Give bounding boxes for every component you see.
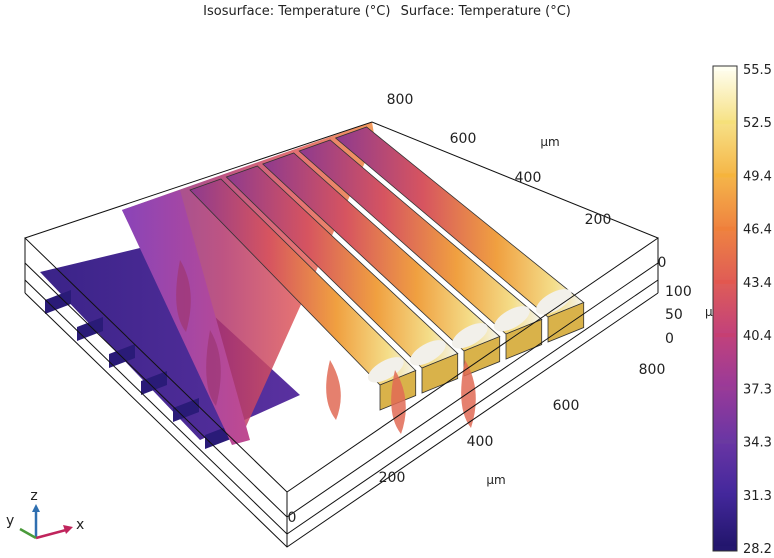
x-tick-label: 0: [288, 510, 297, 526]
isosurface-drip: [176, 260, 191, 332]
bounding-box: [24, 121, 660, 548]
inlet-rib: [45, 290, 71, 314]
x-axis-arrow: [35, 528, 67, 540]
axis-ticks: 0200400600800µm0200400600800µm050100µm: [288, 92, 725, 526]
colorbar-tick-label: 46.4: [743, 223, 772, 238]
z-tick-label: 50: [665, 307, 683, 323]
box-level: [24, 262, 659, 518]
y-tick-label: 600: [450, 131, 477, 147]
colorbar-tick-label: 52.5: [743, 116, 772, 131]
isosurface-drip: [461, 360, 476, 428]
channel-outlet: [505, 318, 543, 360]
inlet-rib: [173, 398, 199, 422]
x-tick-label: 400: [467, 434, 494, 450]
inlet-rib: [77, 317, 103, 341]
box-level: [24, 292, 659, 548]
isosurface-title: Isosurface: Temperature (°C): [203, 4, 391, 19]
z-arrow-head: [32, 504, 40, 512]
x-tick-label: 200: [379, 470, 406, 486]
colorbar-tick-label: 43.4: [743, 276, 772, 291]
z-tick-label: 100: [665, 284, 692, 300]
hot-spot: [535, 289, 572, 315]
colorbar-tick-mark: [715, 333, 735, 338]
hot-spot: [367, 357, 404, 383]
colorbar-gradient: [712, 65, 738, 552]
y-axis-unit: µm: [540, 135, 559, 149]
hot-spot: [409, 340, 446, 366]
colorbar-tick-mark: [715, 386, 735, 391]
colorbar-tick-label: 49.4: [743, 169, 772, 184]
x-tick-label: 800: [639, 362, 666, 378]
y-tick-label: 800: [387, 92, 414, 108]
y-tick-label: 400: [515, 170, 542, 186]
z-tick-label: 0: [665, 331, 674, 347]
isosurface-drip: [206, 330, 221, 406]
colorbar-tick-label: 28.2: [743, 542, 772, 557]
colorbar-tick-mark: [715, 120, 735, 125]
y-tick-label: 200: [585, 212, 612, 228]
colorbar-tick-mark: [715, 279, 735, 284]
triad-x-label: x: [76, 517, 84, 533]
x-tick-label: 600: [553, 398, 580, 414]
colorbar-tick-label: 37.3: [743, 382, 772, 397]
hot-spot: [493, 306, 530, 332]
colorbar-tick-mark: [715, 67, 735, 71]
hot-spot: [451, 323, 488, 349]
x-arrow-head: [63, 525, 73, 534]
colorbar-tick-label: 55.5: [743, 63, 772, 78]
triad-z-label: z: [30, 488, 37, 504]
colorbar-tick-label: 40.4: [743, 329, 772, 344]
colorbar-tick-label: 31.3: [743, 489, 772, 504]
y-axis-arrow: [19, 527, 37, 540]
inlet-rib: [109, 344, 135, 368]
colorbar-tick-label: 34.3: [743, 436, 772, 451]
colorbar-tick-mark: [715, 546, 735, 550]
colorbar: 55.5 52.5 49.4 46.4 43.4 40.4 37.3 34.3 31.3 28.2: [712, 63, 772, 557]
axis-triad[interactable]: z x y: [6, 488, 84, 540]
box-level: [24, 279, 659, 535]
isosurface-drip: [326, 360, 341, 420]
plot-title: Isosurface: Temperature (°C) Surface: Te…: [0, 4, 774, 19]
inlet-rib: [141, 371, 167, 395]
temperature-surfaces: [40, 122, 585, 449]
x-axis-unit: µm: [486, 473, 505, 487]
surface-title: Surface: Temperature (°C): [400, 4, 571, 19]
triad-y-label: y: [6, 513, 14, 529]
colorbar-tick-mark: [715, 173, 735, 178]
colorbar-tick-mark: [715, 492, 735, 497]
channel-outlet: [421, 352, 459, 394]
colorbar-tick-mark: [715, 226, 735, 231]
colorbar-tick-mark: [715, 439, 735, 444]
y-tick-label: 0: [658, 255, 667, 271]
